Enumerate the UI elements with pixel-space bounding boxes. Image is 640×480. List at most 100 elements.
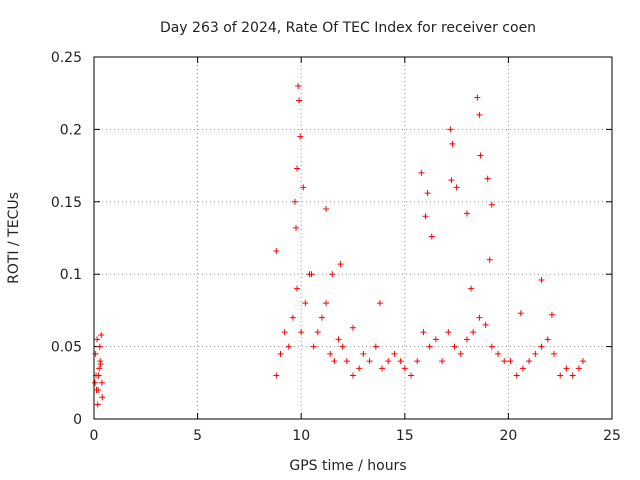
data-point bbox=[327, 350, 334, 357]
data-point bbox=[495, 350, 502, 357]
data-point bbox=[294, 285, 301, 292]
data-point bbox=[379, 365, 386, 372]
data-point bbox=[432, 336, 439, 343]
y-tick-label: 0.1 bbox=[60, 267, 82, 283]
data-point bbox=[449, 140, 456, 147]
grid-lines bbox=[94, 57, 612, 419]
data-point bbox=[420, 329, 427, 336]
data-point bbox=[331, 358, 338, 365]
data-point bbox=[273, 248, 280, 255]
data-points bbox=[92, 82, 586, 408]
data-point bbox=[544, 336, 551, 343]
data-point bbox=[293, 224, 300, 231]
data-point bbox=[391, 350, 398, 357]
data-point bbox=[366, 358, 373, 365]
data-point bbox=[563, 365, 570, 372]
x-tick-label: 20 bbox=[499, 428, 517, 444]
y-tick-label: 0.2 bbox=[60, 122, 82, 138]
data-point bbox=[273, 372, 280, 379]
data-point bbox=[92, 379, 99, 386]
data-point bbox=[507, 358, 514, 365]
data-point bbox=[448, 177, 455, 184]
data-point bbox=[95, 372, 102, 379]
data-point bbox=[428, 233, 435, 240]
data-point bbox=[550, 350, 557, 357]
data-point bbox=[297, 133, 304, 140]
data-point bbox=[557, 372, 564, 379]
data-point bbox=[569, 372, 576, 379]
data-point bbox=[300, 184, 307, 191]
data-point bbox=[385, 358, 392, 365]
data-point bbox=[97, 360, 104, 367]
data-point bbox=[98, 332, 105, 339]
data-point bbox=[426, 343, 433, 350]
data-point bbox=[447, 126, 454, 133]
data-point bbox=[408, 372, 415, 379]
data-point bbox=[295, 82, 302, 89]
data-point bbox=[476, 314, 483, 321]
data-point bbox=[453, 184, 460, 191]
data-point bbox=[513, 372, 520, 379]
data-point bbox=[418, 169, 425, 176]
data-point bbox=[468, 285, 475, 292]
x-tick-label: 15 bbox=[396, 428, 414, 444]
data-point bbox=[445, 329, 452, 336]
data-point bbox=[360, 350, 367, 357]
data-point bbox=[526, 358, 533, 365]
data-point bbox=[532, 350, 539, 357]
data-point bbox=[488, 343, 495, 350]
data-point bbox=[486, 256, 493, 263]
data-point bbox=[488, 201, 495, 208]
data-point bbox=[414, 358, 421, 365]
data-point bbox=[451, 343, 458, 350]
data-point bbox=[350, 324, 356, 331]
data-point bbox=[538, 276, 545, 283]
data-point bbox=[318, 314, 325, 321]
plot-frame bbox=[93, 56, 613, 420]
y-tick-label: 0.25 bbox=[51, 50, 82, 66]
x-axis-label: GPS time / hours bbox=[289, 458, 406, 474]
y-axis-label: ROTI / TECUs bbox=[6, 192, 22, 284]
data-point bbox=[457, 350, 464, 357]
data-point bbox=[323, 206, 330, 213]
data-point bbox=[538, 343, 545, 350]
data-point bbox=[329, 271, 336, 278]
data-point bbox=[477, 152, 484, 159]
data-point bbox=[296, 97, 303, 104]
data-point bbox=[482, 321, 489, 328]
data-point bbox=[339, 343, 346, 350]
data-point bbox=[424, 190, 431, 197]
x-tick-label: 0 bbox=[90, 428, 99, 444]
data-point bbox=[99, 394, 106, 401]
data-point bbox=[350, 372, 356, 379]
x-tick-label: 25 bbox=[603, 428, 621, 444]
data-point bbox=[96, 343, 103, 350]
data-point bbox=[314, 329, 321, 336]
x-tick-label: 10 bbox=[292, 428, 310, 444]
data-point bbox=[294, 165, 301, 172]
data-point bbox=[310, 343, 317, 350]
data-point bbox=[401, 365, 408, 372]
data-point bbox=[439, 358, 446, 365]
data-point bbox=[94, 336, 101, 343]
data-point bbox=[476, 111, 483, 118]
data-point bbox=[376, 300, 383, 307]
data-point bbox=[463, 336, 470, 343]
x-tick-label: 5 bbox=[193, 428, 202, 444]
data-point bbox=[474, 94, 481, 101]
data-point bbox=[281, 329, 288, 336]
y-tick-label: 0.05 bbox=[51, 340, 82, 356]
data-point bbox=[96, 365, 103, 372]
data-point bbox=[356, 365, 363, 372]
data-point bbox=[289, 314, 296, 321]
data-point bbox=[302, 300, 309, 307]
data-point bbox=[94, 401, 101, 408]
data-point bbox=[517, 310, 524, 317]
data-point bbox=[277, 350, 284, 357]
data-point bbox=[463, 210, 470, 217]
data-point bbox=[337, 261, 344, 268]
data-point bbox=[372, 343, 379, 350]
data-point bbox=[343, 358, 350, 365]
y-tick-label: 0 bbox=[73, 412, 82, 428]
